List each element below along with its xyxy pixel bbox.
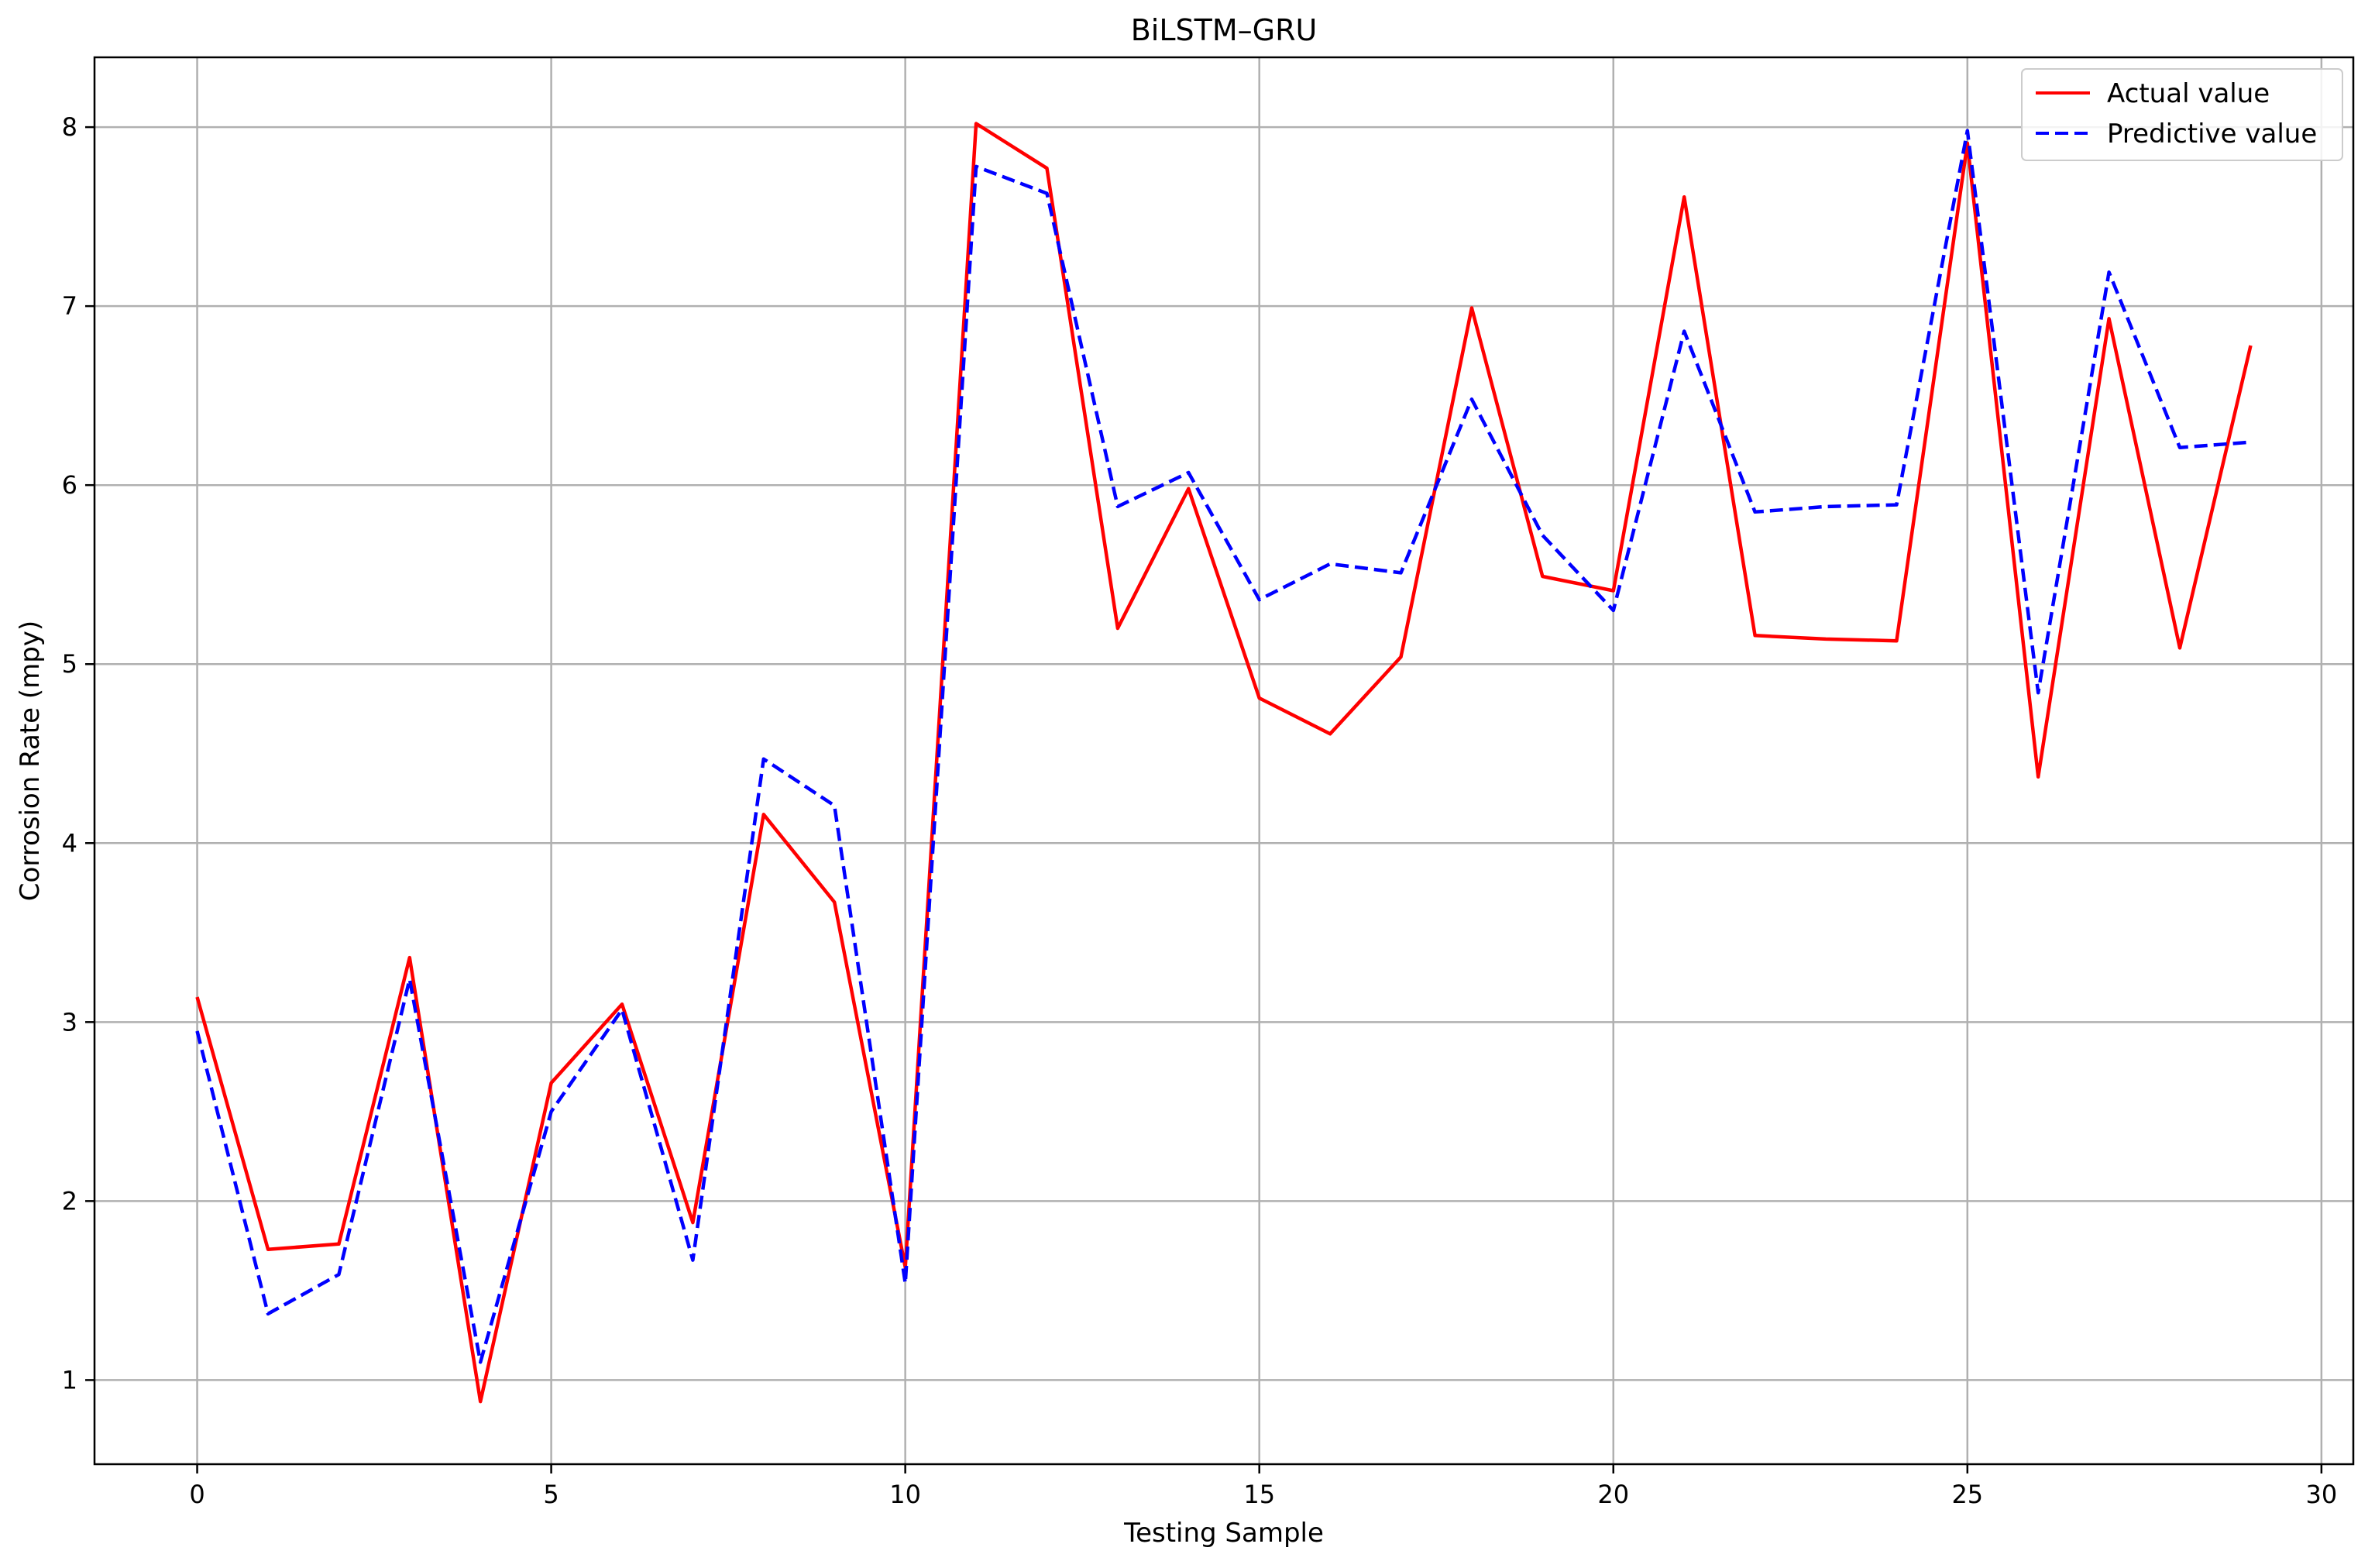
data-point-predictive-value-16: [1330, 563, 1331, 564]
data-point-predictive-value-8: [763, 758, 764, 759]
data-point-actual-value-26: [2038, 776, 2039, 777]
data-point-actual-value-8: [763, 814, 764, 815]
y-tick-label-4: 4: [62, 828, 77, 858]
data-point-predictive-value-1: [267, 1313, 268, 1314]
y-tick-label-6: 6: [62, 470, 77, 500]
x-tick-label-5: 5: [543, 1480, 559, 1509]
x-tick-label-15: 15: [1243, 1480, 1275, 1509]
y-tick-label-5: 5: [62, 649, 77, 679]
y-tick-label-2: 2: [62, 1186, 77, 1216]
data-point-actual-value-0: [197, 996, 198, 997]
x-tick-label-25: 25: [1951, 1480, 1983, 1509]
data-point-predictive-value-4: [480, 1362, 481, 1363]
data-point-actual-value-1: [267, 1249, 268, 1250]
legend-label-actual: Actual value: [2107, 78, 2270, 109]
y-tick-label-3: 3: [62, 1007, 77, 1037]
series-lines: [195, 122, 2253, 1404]
legend-box: [2021, 68, 2343, 161]
data-point-predictive-value-6: [622, 1009, 623, 1010]
x-tick-label-10: 10: [889, 1480, 921, 1509]
data-point-predictive-value-18: [1471, 399, 1472, 400]
data-point-predictive-value-25: [1967, 130, 1968, 131]
data-point-actual-value-19: [1542, 576, 1543, 577]
series-line-predictive-value: [195, 129, 2251, 1364]
data-point-actual-value-14: [1188, 488, 1189, 489]
y-tick-label-8: 8: [62, 112, 77, 142]
data-point-predictive-value-11: [976, 166, 977, 167]
series-line-actual-value: [195, 122, 2253, 1404]
y-axis-label: Corrosion Rate (mpy): [15, 621, 46, 901]
y-tick-label-7: 7: [62, 291, 77, 321]
chart-title: BiLSTM–GRU: [1131, 13, 1318, 47]
data-point-predictive-value-21: [1684, 331, 1685, 332]
data-point-actual-value-13: [1117, 628, 1118, 629]
data-point-predictive-value-13: [1117, 506, 1118, 507]
data-point-actual-value-4: [480, 1401, 481, 1402]
data-point-actual-value-5: [551, 1082, 552, 1083]
data-point-actual-value-11: [976, 123, 977, 124]
data-point-predictive-value-10: [905, 1283, 906, 1284]
data-point-predictive-value-5: [551, 1111, 552, 1112]
data-point-predictive-value-9: [834, 805, 835, 806]
legend-label-predictive: Predictive value: [2107, 119, 2317, 150]
plot-area-frame: [93, 56, 2355, 1466]
x-tick-label-0: 0: [189, 1480, 205, 1509]
data-point-predictive-value-28: [2180, 447, 2181, 448]
data-point-actual-value-23: [1825, 638, 1826, 639]
data-point-actual-value-6: [622, 1004, 623, 1005]
data-point-predictive-value-0: [197, 1030, 198, 1031]
data-point-actual-value-29: [2250, 345, 2251, 346]
data-point-predictive-value-24: [1896, 504, 1897, 505]
grid-lines: [95, 57, 2353, 1464]
data-point-actual-value-21: [1684, 197, 1685, 198]
data-point-predictive-value-23: [1825, 506, 1826, 507]
x-tick-label-30: 30: [2306, 1480, 2338, 1509]
data-point-actual-value-20: [1613, 590, 1614, 591]
x-tick-label-20: 20: [1597, 1480, 1629, 1509]
x-axis-label: Testing Sample: [1123, 1518, 1324, 1549]
data-point-predictive-value-3: [409, 978, 410, 979]
y-tick-label-1: 1: [62, 1365, 77, 1394]
data-point-actual-value-9: [834, 902, 835, 903]
legend: Actual value Predictive value: [2021, 68, 2343, 161]
axis-ticks: 0 5 10 15 20 25 30 1 2 3 4 5 6 7 8: [62, 112, 2338, 1509]
data-point-actual-value-15: [1259, 698, 1260, 699]
